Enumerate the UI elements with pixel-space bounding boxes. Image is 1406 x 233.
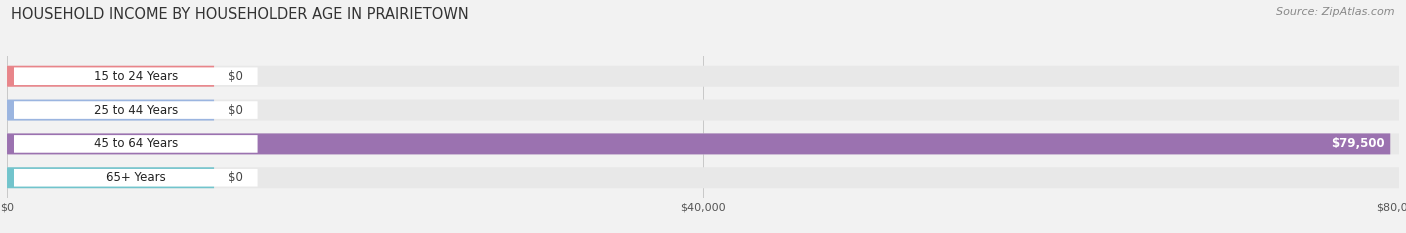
Text: 15 to 24 Years: 15 to 24 Years: [94, 70, 179, 83]
FancyBboxPatch shape: [7, 134, 1399, 154]
Text: 45 to 64 Years: 45 to 64 Years: [94, 137, 179, 151]
Text: HOUSEHOLD INCOME BY HOUSEHOLDER AGE IN PRAIRIETOWN: HOUSEHOLD INCOME BY HOUSEHOLDER AGE IN P…: [11, 7, 470, 22]
Text: $0: $0: [228, 70, 243, 83]
FancyBboxPatch shape: [14, 67, 257, 85]
FancyBboxPatch shape: [7, 167, 214, 188]
FancyBboxPatch shape: [7, 99, 1399, 120]
FancyBboxPatch shape: [14, 135, 257, 153]
FancyBboxPatch shape: [7, 66, 214, 87]
Text: $0: $0: [228, 171, 243, 184]
Text: Source: ZipAtlas.com: Source: ZipAtlas.com: [1277, 7, 1395, 17]
Text: $79,500: $79,500: [1331, 137, 1385, 151]
FancyBboxPatch shape: [14, 101, 257, 119]
Text: 65+ Years: 65+ Years: [105, 171, 166, 184]
Text: $0: $0: [228, 103, 243, 116]
FancyBboxPatch shape: [14, 169, 257, 187]
FancyBboxPatch shape: [7, 167, 1399, 188]
FancyBboxPatch shape: [7, 66, 1399, 87]
Text: 25 to 44 Years: 25 to 44 Years: [94, 103, 179, 116]
FancyBboxPatch shape: [7, 134, 1391, 154]
FancyBboxPatch shape: [7, 99, 214, 120]
